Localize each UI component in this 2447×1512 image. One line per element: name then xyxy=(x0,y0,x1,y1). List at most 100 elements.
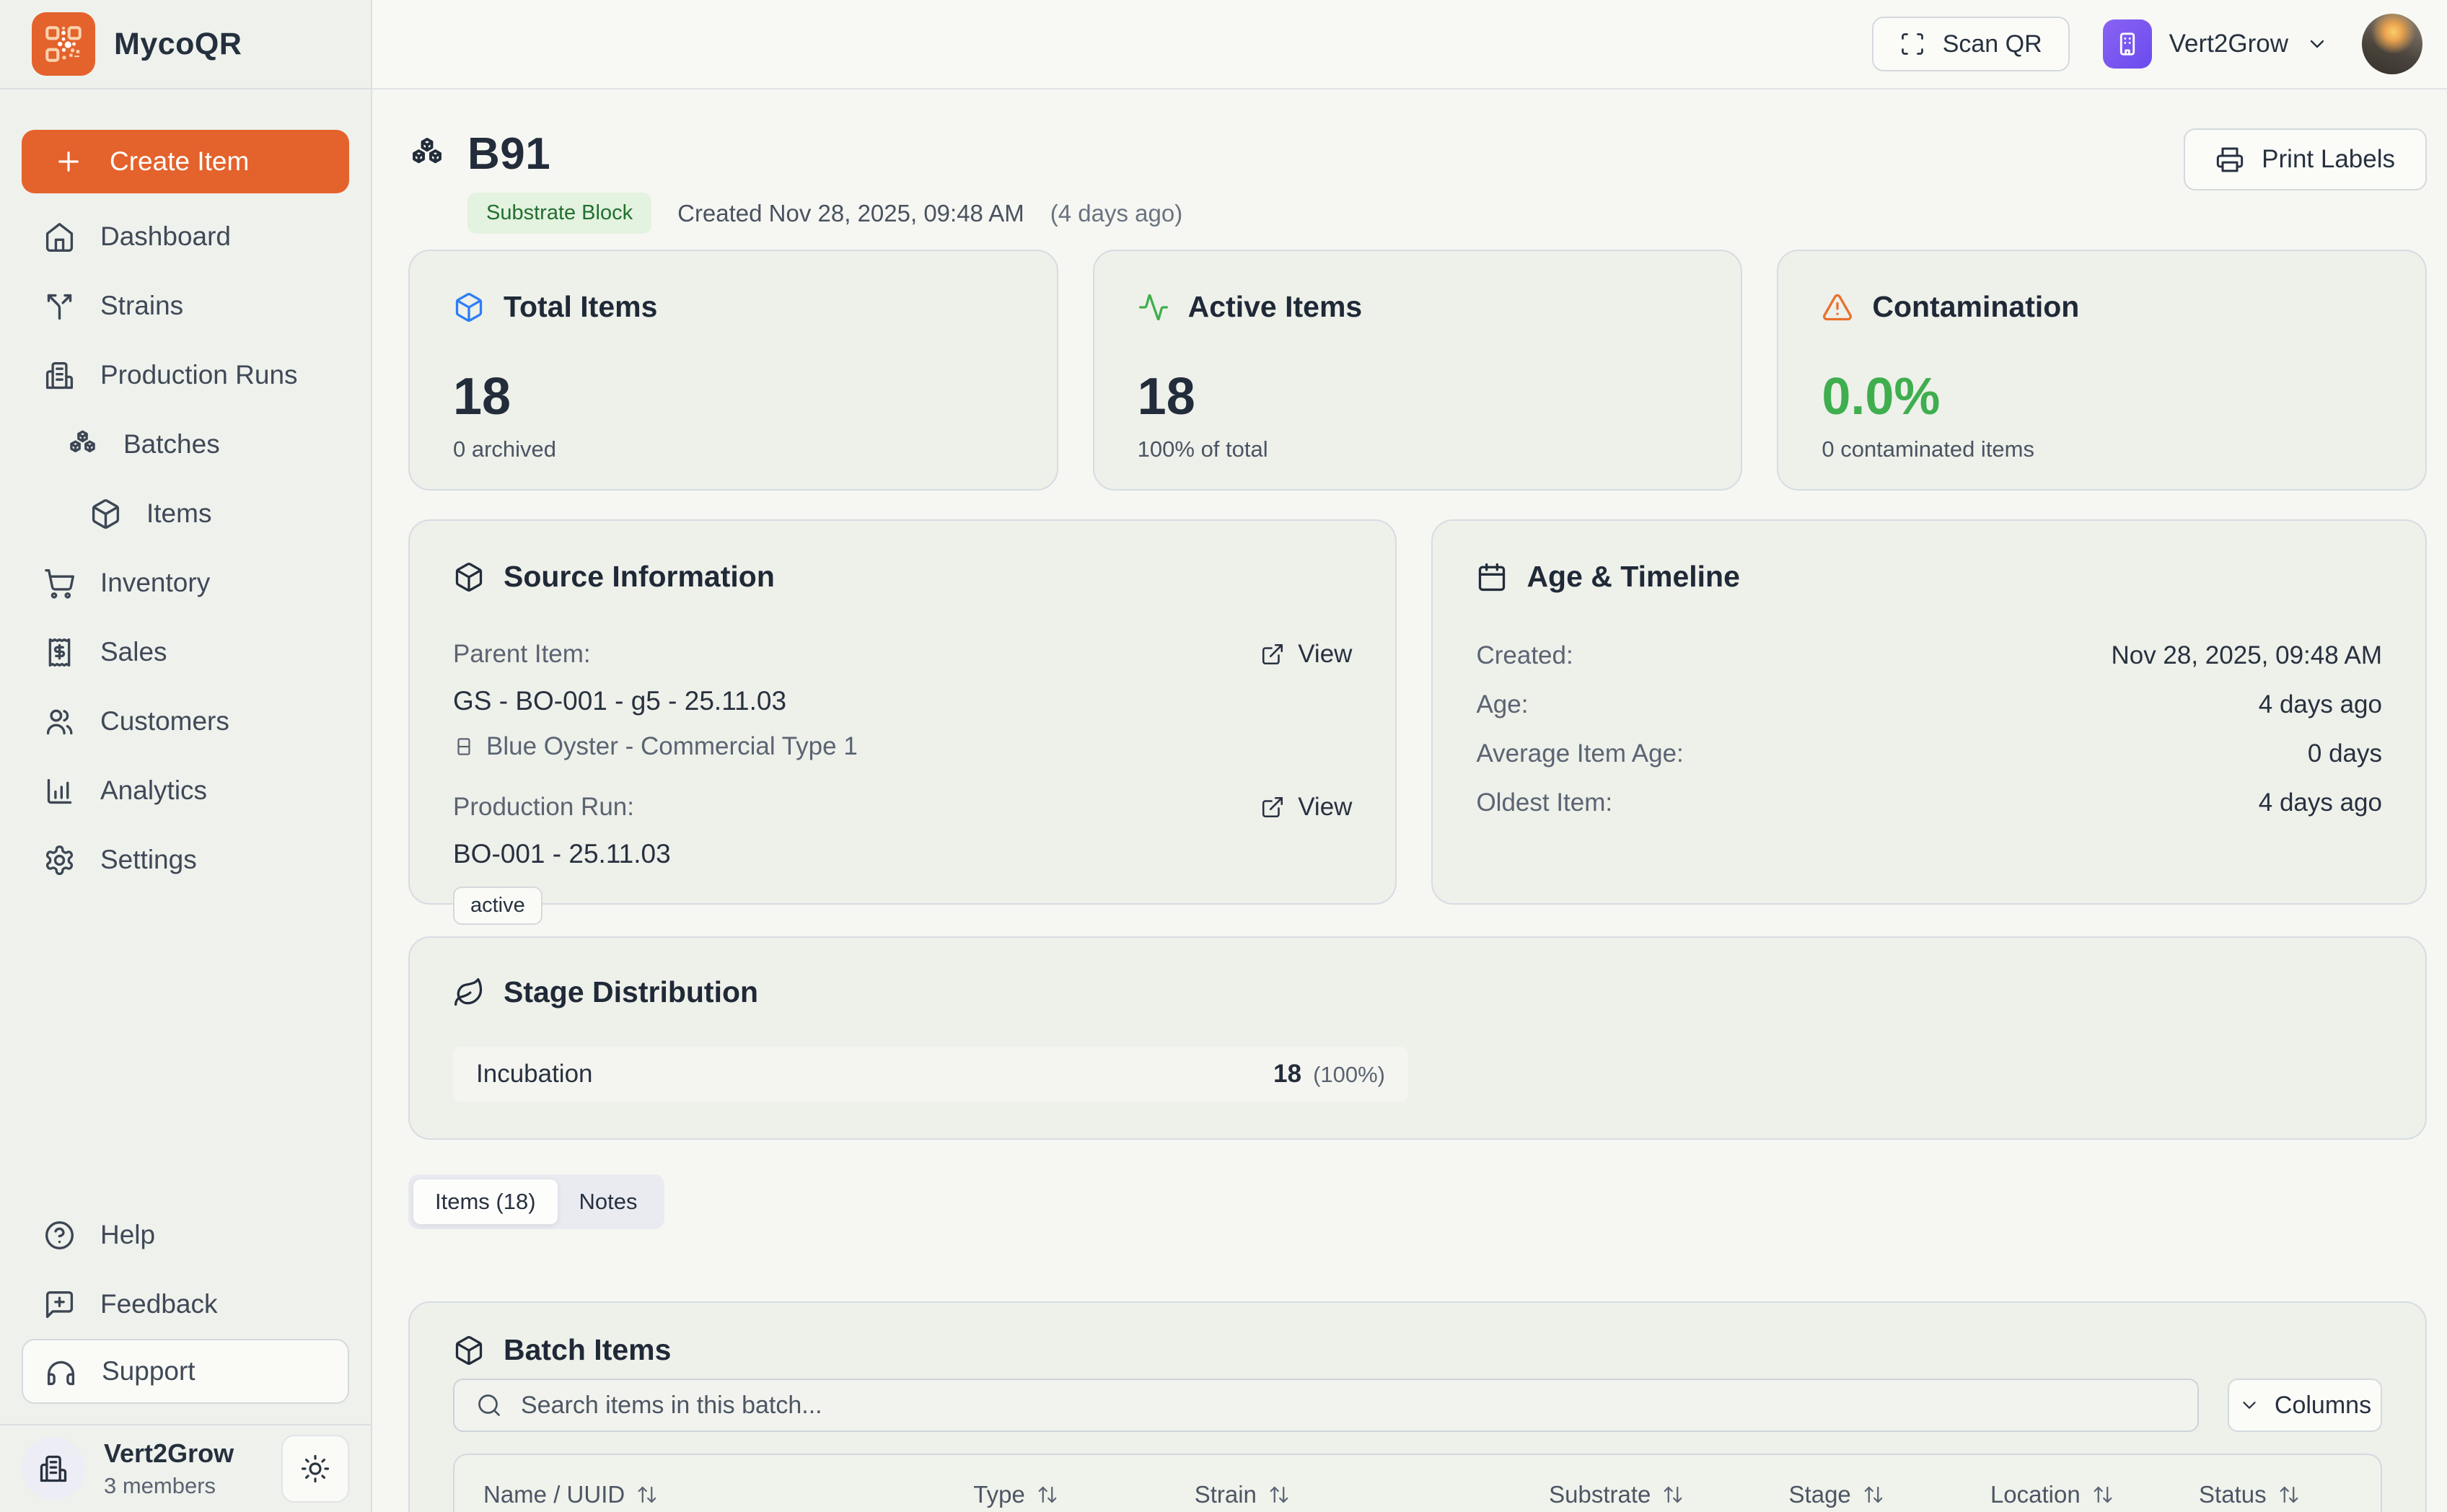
sidebar-item-feedback[interactable]: Feedback xyxy=(22,1270,349,1339)
org-chip-name: Vert2Grow xyxy=(2169,30,2288,58)
card-title: Stage Distribution xyxy=(504,975,759,1008)
view-run-link[interactable]: View xyxy=(1260,793,1352,822)
sidebar-item-dashboard[interactable]: Dashboard xyxy=(22,202,349,271)
stage-row: Incubation 18 (100%) xyxy=(453,1047,1408,1102)
users-icon xyxy=(43,706,76,738)
page-header-left: B91 Substrate Block Created Nov 28, 2025… xyxy=(408,128,1182,234)
create-item-button[interactable]: Create Item xyxy=(22,130,349,193)
column-label: Substrate xyxy=(1549,1481,1651,1508)
source-information-card: Source Information Parent Item: View GS … xyxy=(408,519,1397,925)
column-label: Status xyxy=(2199,1481,2267,1508)
stat-card-total-items: Total Items 18 0 archived xyxy=(408,250,1058,491)
org-chip-building-icon xyxy=(2102,19,2152,69)
stat-title: Total Items xyxy=(504,290,658,323)
batch-items-card: Batch Items Columns Name / UUID Typ xyxy=(408,1301,2427,1512)
sidebar-item-label: Settings xyxy=(100,845,197,874)
card-title: Age & Timeline xyxy=(1526,560,1740,593)
page-content: B91 Substrate Block Created Nov 28, 2025… xyxy=(372,89,2447,1512)
sidebar-item-label: Strains xyxy=(100,291,184,320)
batch-search-box xyxy=(453,1379,2199,1432)
sort-icon xyxy=(1863,1484,1884,1506)
view-label: View xyxy=(1298,793,1353,821)
package-icon xyxy=(453,291,485,323)
package-icon xyxy=(453,561,485,593)
sidebar-item-batches[interactable]: Batches xyxy=(22,410,349,479)
stat-sub: 0 contaminated items xyxy=(1822,436,2034,462)
print-labels-button[interactable]: Print Labels xyxy=(2184,128,2427,190)
sort-icon xyxy=(2092,1484,2114,1506)
column-header-name-uuid[interactable]: Name / UUID xyxy=(483,1481,973,1508)
alert-triangle-icon xyxy=(1822,291,1853,323)
topbar: Scan QR Vert2Grow xyxy=(372,0,2447,89)
age-timeline-card: Age & Timeline Created: Nov 28, 2025, 09… xyxy=(1431,519,2427,905)
card-title: Source Information xyxy=(504,560,775,593)
sidebar-item-items[interactable]: Items xyxy=(22,479,349,548)
stage-percent: (100%) xyxy=(1313,1062,1385,1087)
column-header-strain[interactable]: Strain xyxy=(1195,1481,1549,1508)
batch-search-input[interactable] xyxy=(521,1391,2176,1420)
sidebar: MycoQR Create Item Dashboard Strains Pro… xyxy=(0,0,372,1512)
column-label: Name / UUID xyxy=(483,1481,625,1508)
page-title: B91 xyxy=(467,129,551,179)
stat-value: 0.0% xyxy=(1822,368,1941,426)
column-header-substrate[interactable]: Substrate xyxy=(1549,1481,1788,1508)
timeline-row: Oldest Item: 4 days ago xyxy=(1476,788,2382,817)
sidebar-item-production-runs[interactable]: Production Runs xyxy=(22,340,349,410)
sidebar-item-sales[interactable]: Sales xyxy=(22,617,349,687)
scan-icon xyxy=(1899,31,1925,57)
tab-notes[interactable]: Notes xyxy=(579,1189,638,1214)
user-avatar[interactable] xyxy=(2362,14,2422,74)
search-icon xyxy=(476,1392,502,1418)
timeline-label: Age: xyxy=(1476,690,1529,718)
tab-items[interactable]: Items (18) xyxy=(413,1179,558,1224)
stats-row: Total Items 18 0 archived Active Items 1… xyxy=(408,250,2428,491)
sidebar-item-support[interactable]: Support xyxy=(23,1340,348,1402)
org-name: Vert2Grow xyxy=(104,1438,234,1468)
parent-item-value: GS - BO-001 - g5 - 25.11.03 xyxy=(453,686,787,716)
org-info: Vert2Grow 3 members xyxy=(104,1438,234,1499)
timeline-label: Created: xyxy=(1476,641,1573,669)
sidebar-item-inventory[interactable]: Inventory xyxy=(22,548,349,617)
type-badge: Substrate Block xyxy=(467,193,652,234)
sidebar-item-help[interactable]: Help xyxy=(22,1200,349,1270)
package-icon xyxy=(89,498,122,530)
columns-button[interactable]: Columns xyxy=(2228,1379,2382,1432)
column-header-type[interactable]: Type xyxy=(973,1481,1194,1508)
column-header-location[interactable]: Location xyxy=(1990,1481,2199,1508)
parent-strain: Blue Oyster - Commercial Type 1 xyxy=(486,732,858,760)
package-icon xyxy=(453,1335,485,1366)
timeline-label: Average Item Age: xyxy=(1476,739,1684,768)
timeline-row: Average Item Age: 0 days xyxy=(1476,739,2382,768)
sidebar-item-analytics[interactable]: Analytics xyxy=(22,756,349,825)
app-name: MycoQR xyxy=(114,26,242,61)
stat-card-active-items: Active Items 18 100% of total xyxy=(1092,250,1743,491)
home-icon xyxy=(43,221,76,253)
theme-toggle-button[interactable] xyxy=(281,1435,349,1503)
headphones-icon xyxy=(45,1355,77,1388)
sidebar-item-customers[interactable]: Customers xyxy=(22,687,349,756)
sidebar-item-label: Batches xyxy=(123,429,220,459)
boxes-icon xyxy=(66,428,99,461)
column-header-status[interactable]: Status xyxy=(2199,1481,2352,1508)
stage-count: 18 xyxy=(1273,1060,1302,1088)
sidebar-item-strains[interactable]: Strains xyxy=(22,271,349,340)
detail-tabs: Items (18) Notes xyxy=(408,1174,664,1229)
sort-icon xyxy=(1662,1484,1684,1506)
scan-qr-button[interactable]: Scan QR xyxy=(1871,17,2070,71)
timeline-label: Oldest Item: xyxy=(1476,788,1613,817)
card-title: Batch Items xyxy=(504,1333,672,1366)
column-header-stage[interactable]: Stage xyxy=(1789,1481,1990,1508)
org-building-icon[interactable] xyxy=(22,1437,85,1500)
column-label: Strain xyxy=(1194,1481,1257,1508)
external-link-icon xyxy=(1260,642,1285,667)
production-building-icon xyxy=(43,359,76,392)
cart-icon xyxy=(43,567,76,599)
org-switcher[interactable]: Vert2Grow xyxy=(2102,19,2329,69)
sidebar-item-settings[interactable]: Settings xyxy=(22,825,349,895)
sidebar-item-label: Production Runs xyxy=(100,360,298,390)
view-parent-link[interactable]: View xyxy=(1260,640,1352,669)
external-link-icon xyxy=(1260,795,1285,819)
bar-chart-icon xyxy=(43,775,76,807)
create-item-label: Create Item xyxy=(110,146,250,176)
stat-sub: 100% of total xyxy=(1137,436,1268,462)
